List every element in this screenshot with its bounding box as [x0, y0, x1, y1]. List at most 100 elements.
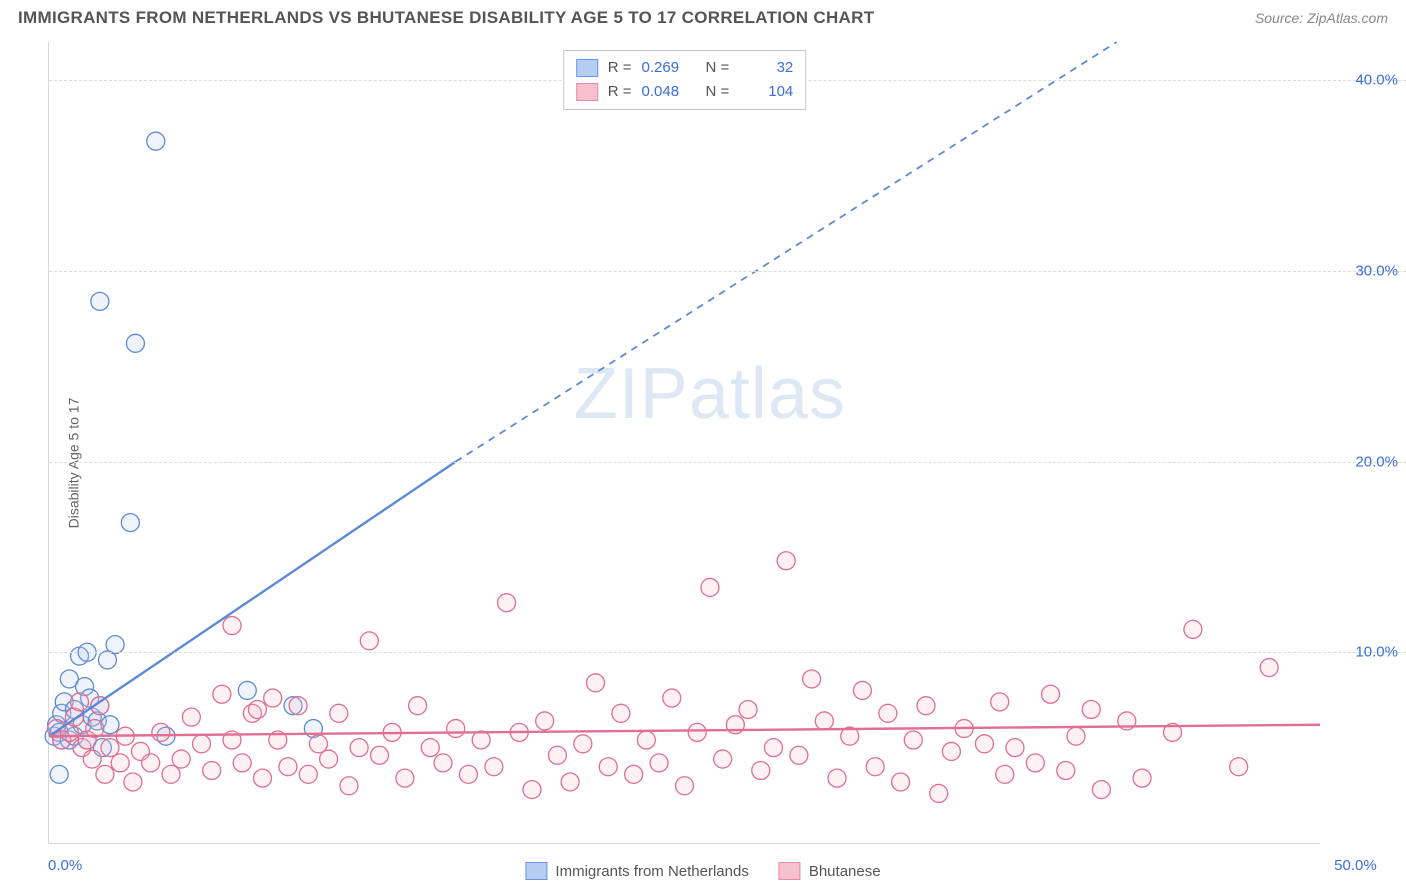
gridline — [49, 652, 1406, 653]
scatter-point-bhutanese — [1057, 762, 1075, 780]
scatter-point-bhutanese — [83, 750, 101, 768]
legend-n-value: 104 — [739, 80, 793, 104]
series-legend-label: Bhutanese — [809, 863, 881, 880]
scatter-point-bhutanese — [264, 689, 282, 707]
chart-title: IMMIGRANTS FROM NETHERLANDS VS BHUTANESE… — [18, 8, 874, 28]
scatter-point-bhutanese — [625, 765, 643, 783]
scatter-point-bhutanese — [942, 742, 960, 760]
scatter-point-bhutanese — [764, 739, 782, 757]
scatter-point-bhutanese — [561, 773, 579, 791]
scatter-point-bhutanese — [459, 765, 477, 783]
scatter-point-bhutanese — [1042, 685, 1060, 703]
scatter-point-bhutanese — [309, 735, 327, 753]
scatter-point-bhutanese — [182, 708, 200, 726]
scatter-point-bhutanese — [1026, 754, 1044, 772]
scatter-point-netherlands — [238, 681, 256, 699]
scatter-point-bhutanese — [637, 731, 655, 749]
scatter-point-bhutanese — [421, 739, 439, 757]
scatter-point-bhutanese — [289, 697, 307, 715]
trend-line-bhutanese — [49, 725, 1320, 736]
scatter-point-bhutanese — [254, 769, 272, 787]
x-tick-min: 0.0% — [48, 857, 82, 874]
scatter-point-bhutanese — [447, 720, 465, 738]
scatter-point-bhutanese — [587, 674, 605, 692]
scatter-point-bhutanese — [101, 739, 119, 757]
scatter-point-bhutanese — [472, 731, 490, 749]
scatter-point-netherlands — [106, 636, 124, 654]
scatter-point-bhutanese — [777, 552, 795, 570]
legend-n-label: N = — [706, 80, 730, 104]
legend-row: R = 0.269 N = 32 — [576, 56, 794, 80]
series-legend-item: Bhutanese — [779, 862, 881, 880]
legend-swatch — [779, 862, 801, 880]
scatter-point-bhutanese — [892, 773, 910, 791]
scatter-point-bhutanese — [574, 735, 592, 753]
correlation-legend: R = 0.269 N = 32R = 0.048 N = 104 — [563, 50, 807, 110]
scatter-point-bhutanese — [676, 777, 694, 795]
y-tick-label: 40.0% — [1355, 72, 1398, 89]
scatter-point-bhutanese — [370, 746, 388, 764]
scatter-point-bhutanese — [434, 754, 452, 772]
scatter-point-netherlands — [121, 514, 139, 532]
chart-container: Disability Age 5 to 17 ZIPatlas R =0.269… — [0, 34, 1406, 892]
scatter-point-bhutanese — [350, 739, 368, 757]
scatter-point-bhutanese — [536, 712, 554, 730]
scatter-point-bhutanese — [203, 762, 221, 780]
scatter-point-bhutanese — [1230, 758, 1248, 776]
scatter-point-bhutanese — [1133, 769, 1151, 787]
scatter-point-bhutanese — [828, 769, 846, 787]
scatter-point-netherlands — [147, 132, 165, 150]
y-tick-label: 10.0% — [1355, 644, 1398, 661]
scatter-point-bhutanese — [213, 685, 231, 703]
scatter-point-bhutanese — [279, 758, 297, 776]
legend-swatch — [576, 59, 598, 77]
scatter-point-bhutanese — [714, 750, 732, 768]
legend-n-value: 32 — [739, 56, 793, 80]
legend-r-value: 0.269 — [642, 56, 696, 80]
scatter-point-bhutanese — [663, 689, 681, 707]
scatter-point-bhutanese — [223, 617, 241, 635]
scatter-point-bhutanese — [172, 750, 190, 768]
scatter-point-netherlands — [50, 765, 68, 783]
scatter-point-bhutanese — [1260, 659, 1278, 677]
scatter-point-bhutanese — [701, 578, 719, 596]
scatter-point-bhutanese — [193, 735, 211, 753]
scatter-point-bhutanese — [124, 773, 142, 791]
scatter-point-bhutanese — [111, 754, 129, 772]
scatter-point-bhutanese — [815, 712, 833, 730]
scatter-point-bhutanese — [340, 777, 358, 795]
scatter-point-bhutanese — [320, 750, 338, 768]
legend-n-label: N = — [706, 56, 730, 80]
gridline — [49, 271, 1406, 272]
scatter-point-bhutanese — [650, 754, 668, 772]
scatter-point-bhutanese — [803, 670, 821, 688]
source-attribution: Source: ZipAtlas.com — [1255, 10, 1388, 26]
scatter-point-bhutanese — [975, 735, 993, 753]
scatter-point-bhutanese — [96, 765, 114, 783]
scatter-point-bhutanese — [299, 765, 317, 783]
legend-swatch — [525, 862, 547, 880]
scatter-point-bhutanese — [853, 681, 871, 699]
scatter-point-bhutanese — [1184, 620, 1202, 638]
scatter-point-bhutanese — [879, 704, 897, 722]
plot-area: ZIPatlas R =0.269N =32R =0.048N =104 — [48, 42, 1320, 844]
scatter-point-bhutanese — [688, 723, 706, 741]
legend-r-value: 0.048 — [642, 80, 696, 104]
series-legend: Immigrants from NetherlandsBhutanese — [525, 862, 880, 880]
scatter-point-bhutanese — [152, 723, 170, 741]
scatter-point-bhutanese — [162, 765, 180, 783]
legend-r-label: R = — [608, 56, 632, 80]
scatter-point-bhutanese — [1067, 727, 1085, 745]
scatter-point-bhutanese — [71, 693, 89, 711]
x-tick-max: 50.0% — [1334, 857, 1377, 874]
scatter-point-bhutanese — [360, 632, 378, 650]
scatter-point-bhutanese — [612, 704, 630, 722]
scatter-point-bhutanese — [996, 765, 1014, 783]
scatter-point-bhutanese — [548, 746, 566, 764]
scatter-point-bhutanese — [233, 754, 251, 772]
scatter-point-bhutanese — [248, 701, 266, 719]
scatter-point-bhutanese — [523, 781, 541, 799]
scatter-point-bhutanese — [498, 594, 516, 612]
scatter-point-bhutanese — [904, 731, 922, 749]
scatter-point-bhutanese — [930, 784, 948, 802]
